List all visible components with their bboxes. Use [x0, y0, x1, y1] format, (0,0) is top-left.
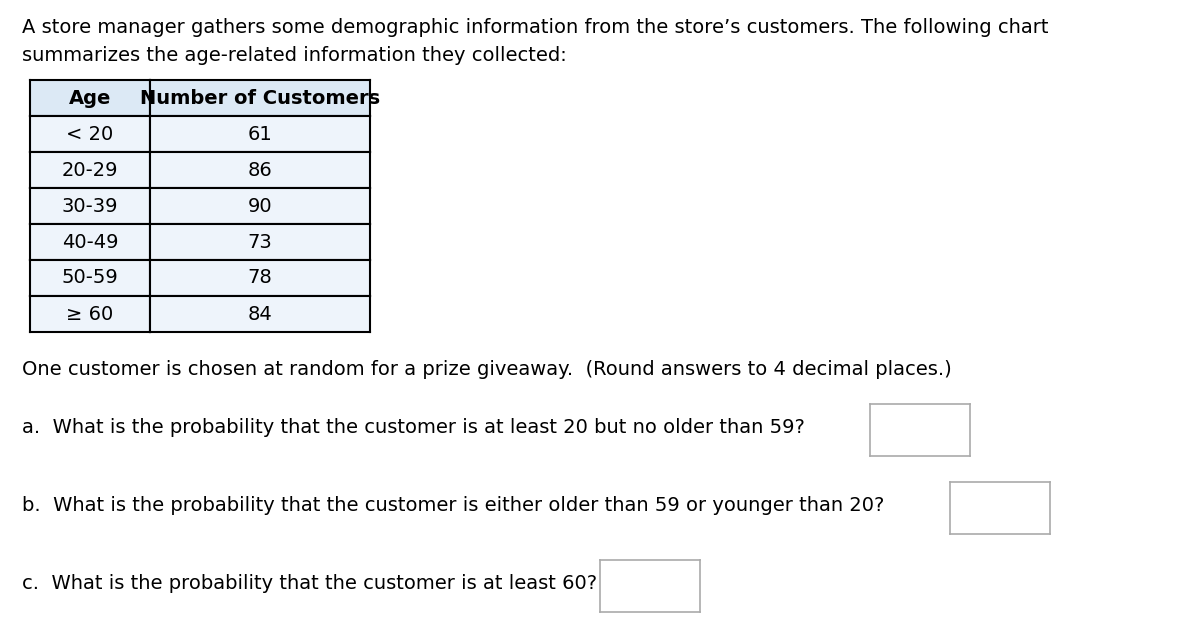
Text: One customer is chosen at random for a prize giveaway.  (Round answers to 4 deci: One customer is chosen at random for a p…	[22, 360, 952, 379]
Text: 30-39: 30-39	[61, 196, 119, 216]
Text: 86: 86	[247, 161, 272, 179]
Text: a.  What is the probability that the customer is at least 20 but no older than 5: a. What is the probability that the cust…	[22, 418, 805, 437]
Text: 90: 90	[247, 196, 272, 216]
Text: c.  What is the probability that the customer is at least 60?: c. What is the probability that the cust…	[22, 574, 598, 593]
Text: < 20: < 20	[66, 125, 114, 144]
Text: 50-59: 50-59	[61, 268, 119, 288]
Text: 78: 78	[247, 268, 272, 288]
Text: 20-29: 20-29	[61, 161, 119, 179]
Text: 84: 84	[247, 305, 272, 324]
Text: b.  What is the probability that the customer is either older than 59 or younger: b. What is the probability that the cust…	[22, 496, 884, 515]
Text: 73: 73	[247, 233, 272, 251]
Text: 61: 61	[247, 125, 272, 144]
Text: Age: Age	[68, 88, 112, 107]
Text: Number of Customers: Number of Customers	[140, 88, 380, 107]
Text: 40-49: 40-49	[61, 233, 119, 251]
Text: summarizes the age-related information they collected:: summarizes the age-related information t…	[22, 46, 566, 65]
Text: A store manager gathers some demographic information from the store’s customers.: A store manager gathers some demographic…	[22, 18, 1049, 37]
Text: ≥ 60: ≥ 60	[66, 305, 114, 324]
